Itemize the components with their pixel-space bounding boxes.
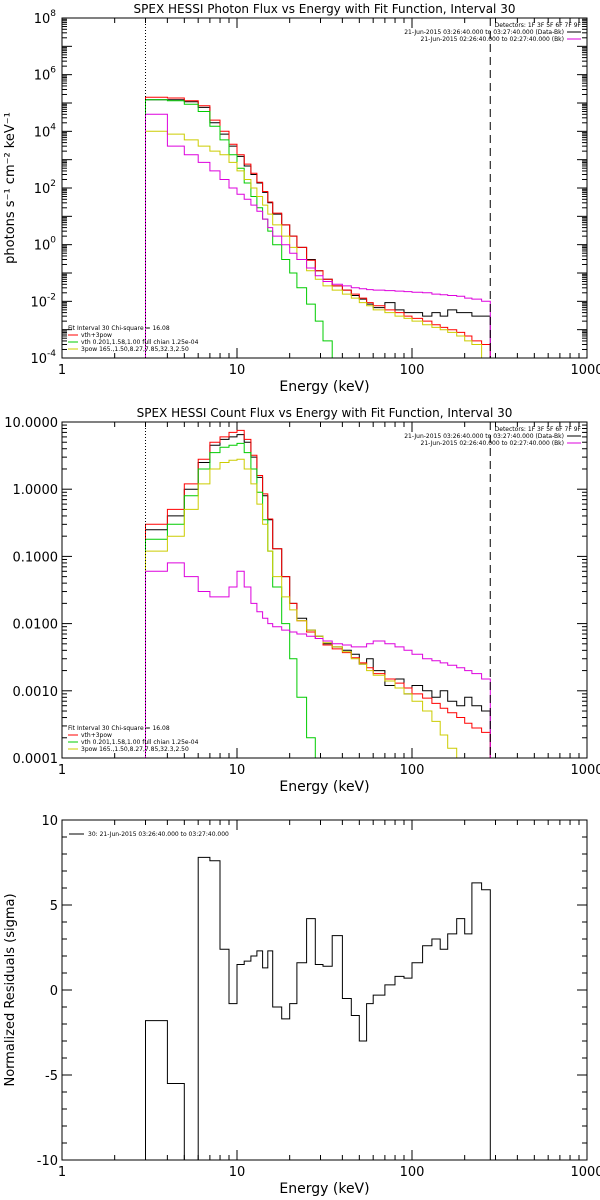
plot-area xyxy=(144,422,491,758)
x-axis-label: Energy (keV) xyxy=(279,379,369,395)
legend-entry: vth 0.201,1.58,1.00 full chian 1.25e-04 xyxy=(81,739,199,746)
y-tick-label: 10-2 xyxy=(30,292,56,310)
series-line xyxy=(145,96,491,358)
x-axis-label: Energy (keV) xyxy=(279,1181,369,1197)
y-tick-label: 0.0001 xyxy=(13,752,59,767)
x-tick-label: 1 xyxy=(58,1165,66,1180)
legend-entry: vth+3pow xyxy=(81,332,112,339)
x-tick-label: 1 xyxy=(58,363,66,378)
chart-panel-1: SPEX HESSI Photon Flux vs Energy with Fi… xyxy=(3,2,600,395)
plot-area xyxy=(144,18,491,358)
legend-entry: 3pow 165.,1.50,8.27,7.85,32.3,2.50 xyxy=(81,746,189,753)
plot-frame xyxy=(61,819,588,1161)
x-tick-label: 10 xyxy=(229,363,246,378)
y-tick-label: -5 xyxy=(45,1069,58,1084)
legend-entry: Fit Interval 30 Chi-square = 16.08 xyxy=(68,725,170,732)
y-tick-label: 102 xyxy=(34,179,56,197)
y-tick-label: 104 xyxy=(34,122,57,140)
series-line xyxy=(145,434,491,758)
x-tick-label: 100 xyxy=(400,363,425,378)
x-tick-label: 1 xyxy=(58,763,66,778)
series-line xyxy=(145,130,491,358)
x-axis-label: Energy (keV) xyxy=(279,779,369,795)
series-line xyxy=(145,562,491,758)
plot-frame xyxy=(61,17,588,359)
y-axis-label: photons s⁻¹ cm⁻² keV⁻¹ xyxy=(3,112,18,264)
x-tick-label: 10 xyxy=(229,1165,246,1180)
legend-entry: vth+3pow xyxy=(81,732,112,739)
legend-entry: 21-Jun-2015 02:26:40.000 to 02:27:40.000… xyxy=(421,440,564,447)
series-line xyxy=(145,113,491,358)
series-line xyxy=(145,429,491,758)
y-tick-label: 106 xyxy=(34,66,57,84)
series-line xyxy=(145,458,465,758)
legend-entry: Detectors: 1F 3F 5F 6F 7F 9F xyxy=(495,426,582,433)
x-tick-label: 1000 xyxy=(570,1165,600,1180)
series-line xyxy=(145,856,491,1160)
y-tick-label: -10 xyxy=(37,1154,58,1169)
legend-entry: 3pow 165.,1.50,8.27,7.85,32.3,2.50 xyxy=(81,346,189,353)
series-line xyxy=(145,99,333,358)
legend-entry: 21-Jun-2015 03:26:40.000 to 03:27:40.000… xyxy=(404,29,564,36)
x-tick-label: 1000 xyxy=(570,363,600,378)
chart-panel-3: 1 10 100 1000 -10 -5 0 5 10 Energy (keV) Normalize… xyxy=(3,814,600,1197)
legend-entry: 21-Jun-2015 02:26:40.000 to 02:27:40.000… xyxy=(421,36,564,43)
y-tick-label: 10.0000 xyxy=(4,416,58,431)
legend-entry: Detectors: 1F 3F 5F 6F 7F 9F xyxy=(495,22,582,29)
x-tick-label: 100 xyxy=(400,763,425,778)
legend-entry: Fit Interval 30 Chi-square = 16.08 xyxy=(68,325,170,332)
series-line xyxy=(145,442,323,758)
series-line xyxy=(145,99,491,358)
legend-entry: 30: 21-Jun-2015 03:26:40.000 to 03:27:40… xyxy=(88,831,229,838)
chart-title: SPEX HESSI Count Flux vs Energy with Fit… xyxy=(137,406,513,420)
y-tick-label: 1.0000 xyxy=(13,483,59,498)
y-tick-label: 5 xyxy=(50,899,58,914)
y-tick-label: 10 xyxy=(41,814,58,829)
chart-title: SPEX HESSI Photon Flux vs Energy with Fi… xyxy=(134,2,516,16)
plot-frame xyxy=(61,421,588,759)
y-tick-label: 108 xyxy=(34,9,57,27)
y-tick-label: 0.0100 xyxy=(13,618,59,633)
legend-entry: 21-Jun-2015 03:26:40.000 to 03:27:40.000… xyxy=(404,433,564,440)
x-tick-label: 10 xyxy=(229,763,246,778)
plot-area xyxy=(145,856,491,1160)
y-tick-label: 0 xyxy=(50,984,58,999)
y-tick-label: 0.1000 xyxy=(13,550,59,565)
chart-panel-2: SPEX HESSI Count Flux vs Energy with Fit… xyxy=(4,406,600,795)
legend-entry: vth 0.201,1.58,1.00 full chian 1.25e-04 xyxy=(81,339,199,346)
y-tick-label: 0.0010 xyxy=(13,685,59,700)
y-tick-label: 100 xyxy=(34,236,57,254)
y-tick-label: 10-4 xyxy=(30,349,56,367)
x-tick-label: 1000 xyxy=(570,763,600,778)
y-axis-label: Normalized Residuals (sigma) xyxy=(3,893,18,1086)
x-tick-label: 100 xyxy=(400,1165,425,1180)
